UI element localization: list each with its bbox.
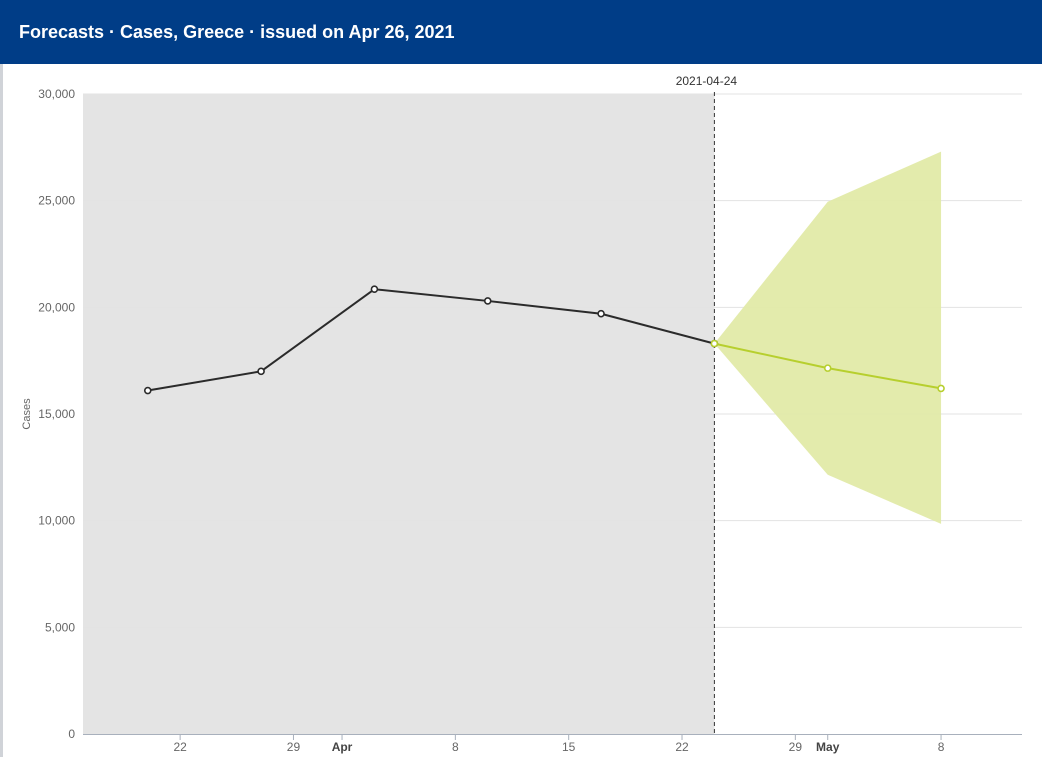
reference-line-group: 2021-04-24 xyxy=(676,74,738,734)
observed-point xyxy=(143,386,152,395)
y-tick-label: 0 xyxy=(68,727,75,741)
x-tick-label: 22 xyxy=(173,740,187,754)
x-tick-label: 22 xyxy=(675,740,689,754)
y-tick-label: 15,000 xyxy=(38,407,75,421)
forecast-band-layer xyxy=(714,151,942,524)
forecast-start-point xyxy=(710,339,719,348)
x-tick-label: 29 xyxy=(287,740,301,754)
forecast-point xyxy=(823,364,832,372)
y-axis-label: Cases xyxy=(21,398,33,430)
header-bar: Forecasts · Cases, Greece · issued on Ap… xyxy=(0,0,1042,64)
forecast-point xyxy=(937,384,945,393)
y-axis: 0 5,000 10,000 15,000 20,000 25,000 30,000 xyxy=(38,87,75,741)
page-title: Forecasts · Cases, Greece · issued on Ap… xyxy=(19,22,455,42)
series-points xyxy=(143,285,945,395)
x-tick-label: Apr xyxy=(332,740,353,754)
observed-point xyxy=(370,285,379,294)
x-axis: 22 29 Apr 8 15 22 29 May 8 xyxy=(83,734,1022,754)
x-tick-label: 29 xyxy=(789,740,803,754)
observed-point xyxy=(597,309,605,318)
y-tick-label: 25,000 xyxy=(38,194,75,208)
y-tick-label: 10,000 xyxy=(38,514,75,528)
x-tick-label: 15 xyxy=(562,740,576,754)
reference-line-label: 2021-04-24 xyxy=(676,74,738,88)
observed-line xyxy=(147,288,715,392)
left-border xyxy=(0,64,3,757)
observed-point xyxy=(483,297,492,305)
observed-point xyxy=(257,367,265,376)
x-tick-label: 8 xyxy=(938,740,945,754)
x-tick-label: 8 xyxy=(452,740,459,754)
forecast-interval-band xyxy=(714,151,942,524)
y-tick-label: 20,000 xyxy=(38,300,75,314)
x-tick-label: May xyxy=(816,740,840,754)
y-tick-label: 5,000 xyxy=(45,620,75,634)
y-tick-label: 30,000 xyxy=(38,87,75,101)
